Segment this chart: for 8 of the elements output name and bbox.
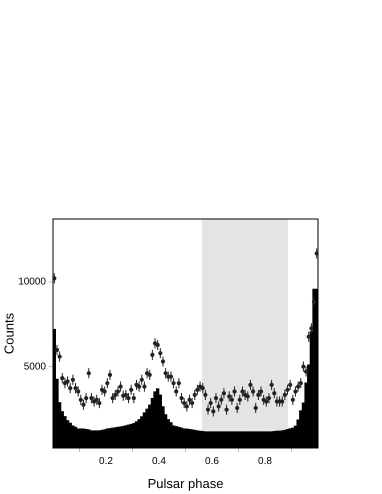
x-axis-title: Pulsar phase: [148, 476, 224, 491]
y-axis-title: Counts: [1, 312, 16, 354]
x-tick-label: 0.2: [99, 456, 114, 467]
x-tick-label: 0.6: [205, 456, 220, 467]
y-tick-label: 10000: [18, 276, 46, 288]
y-tick-label: 5000: [24, 361, 46, 372]
x-tick-label: 0.8: [258, 456, 272, 467]
x-tick-label: 0.4: [152, 456, 166, 467]
